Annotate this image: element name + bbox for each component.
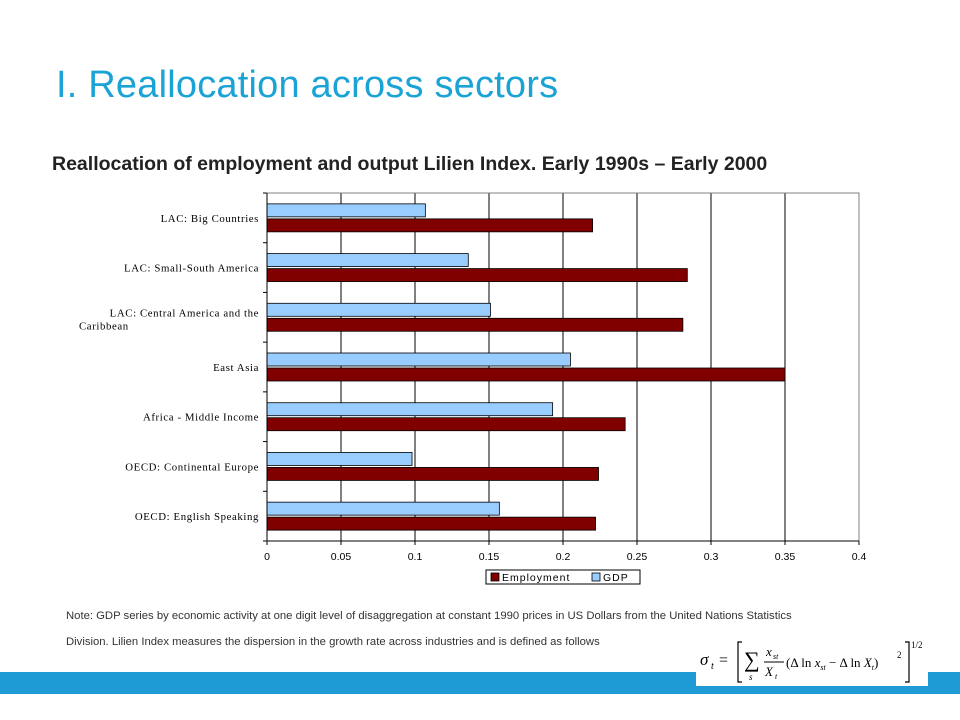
- bar-employment: [266, 516, 596, 531]
- formula-sigma-sub: t: [711, 661, 714, 672]
- x-tick-label: 0.4: [852, 551, 867, 563]
- formula-right-bracket: [905, 641, 910, 683]
- x-tick-label: 0.35: [775, 551, 796, 563]
- category-label: LAC: Central America and the: [110, 307, 259, 319]
- x-tick-label: 0.05: [331, 551, 352, 563]
- x-tick-label: 0.1: [408, 551, 423, 563]
- bar-employment: [266, 218, 594, 233]
- bar-employment: [266, 417, 626, 432]
- category-label: LAC: Big Countries: [161, 213, 259, 225]
- x-tick-labels: 0 0.05 0.1 0.15 0.2 0.25 0.3 0.35 0.4: [264, 551, 866, 563]
- formula-equals: =: [719, 652, 728, 669]
- bar-gdp: [266, 501, 500, 516]
- legend-swatch-employment: [490, 572, 500, 582]
- bar-employment: [266, 317, 684, 332]
- formula-frac-den: X: [764, 664, 774, 679]
- x-tick-label: 0.25: [627, 551, 648, 563]
- legend-label-gdp: GDP: [603, 572, 629, 584]
- legend-swatch-gdp: [591, 572, 601, 582]
- axes: [266, 193, 859, 542]
- bar-gdp: [266, 203, 426, 218]
- footnote-line-2: Division. Lilien Index measures the disp…: [66, 636, 600, 648]
- bar-chart: LAC: Big Countries LAC: Small-South Ameri…: [79, 192, 866, 585]
- lilien-formula: σ t = ∑ s x st X t (Δ ln xst − Δ ln Xt) …: [696, 636, 928, 686]
- gridlines: [263, 192, 860, 545]
- formula-frac-num-sub: st: [773, 652, 779, 661]
- formula-frac-den-sub: t: [775, 672, 778, 681]
- formula-sigma: σ: [700, 650, 709, 669]
- bars: [266, 203, 786, 531]
- footnote: Note: GDP series by economic activity at…: [66, 603, 926, 655]
- x-tick-label: 0: [264, 551, 270, 563]
- y-tick-labels: LAC: Big Countries LAC: Small-South Ameri…: [79, 213, 259, 523]
- x-tick-label: 0.15: [479, 551, 500, 563]
- bar-gdp: [266, 452, 413, 466]
- formula-frac-num: x: [765, 644, 772, 659]
- formula-svg: σ t = ∑ s x st X t (Δ ln xst − Δ ln Xt) …: [700, 640, 923, 683]
- bar-gdp: [266, 302, 491, 317]
- formula-power: 1/2: [911, 640, 923, 650]
- legend: Employment GDP: [485, 569, 641, 585]
- category-label: Africa - Middle Income: [143, 412, 259, 424]
- formula-left-bracket: [737, 641, 742, 683]
- footnote-line-1: Note: GDP series by economic activity at…: [66, 610, 792, 622]
- chart-title: Reallocation of employment and output Li…: [52, 153, 768, 175]
- category-label: East Asia: [213, 362, 259, 374]
- bar-gdp: [266, 352, 571, 367]
- category-label: OECD: Continental Europe: [125, 461, 259, 473]
- x-tick-label: 0.3: [704, 551, 719, 563]
- bar-employment: [266, 367, 786, 382]
- category-label: OECD: English Speaking: [135, 511, 259, 523]
- formula-square: 2: [897, 650, 902, 660]
- legend-label-employment: Employment: [502, 572, 570, 584]
- bar-gdp: [266, 402, 554, 417]
- legend-box: [485, 569, 641, 585]
- category-label-line-2: Caribbean: [79, 320, 129, 332]
- x-tick-label: 0.2: [556, 551, 571, 563]
- formula-sum-sub: s: [749, 672, 753, 682]
- bar-employment: [266, 467, 599, 481]
- category-label: LAC: Small-South America: [124, 263, 259, 275]
- formula-sum-sign: ∑: [744, 647, 760, 672]
- formula-body: (Δ ln xst − Δ ln Xt): [786, 655, 878, 672]
- bar-gdp: [266, 253, 469, 267]
- bar-employment: [266, 268, 688, 282]
- slide-title: I. Reallocation across sectors: [56, 64, 559, 106]
